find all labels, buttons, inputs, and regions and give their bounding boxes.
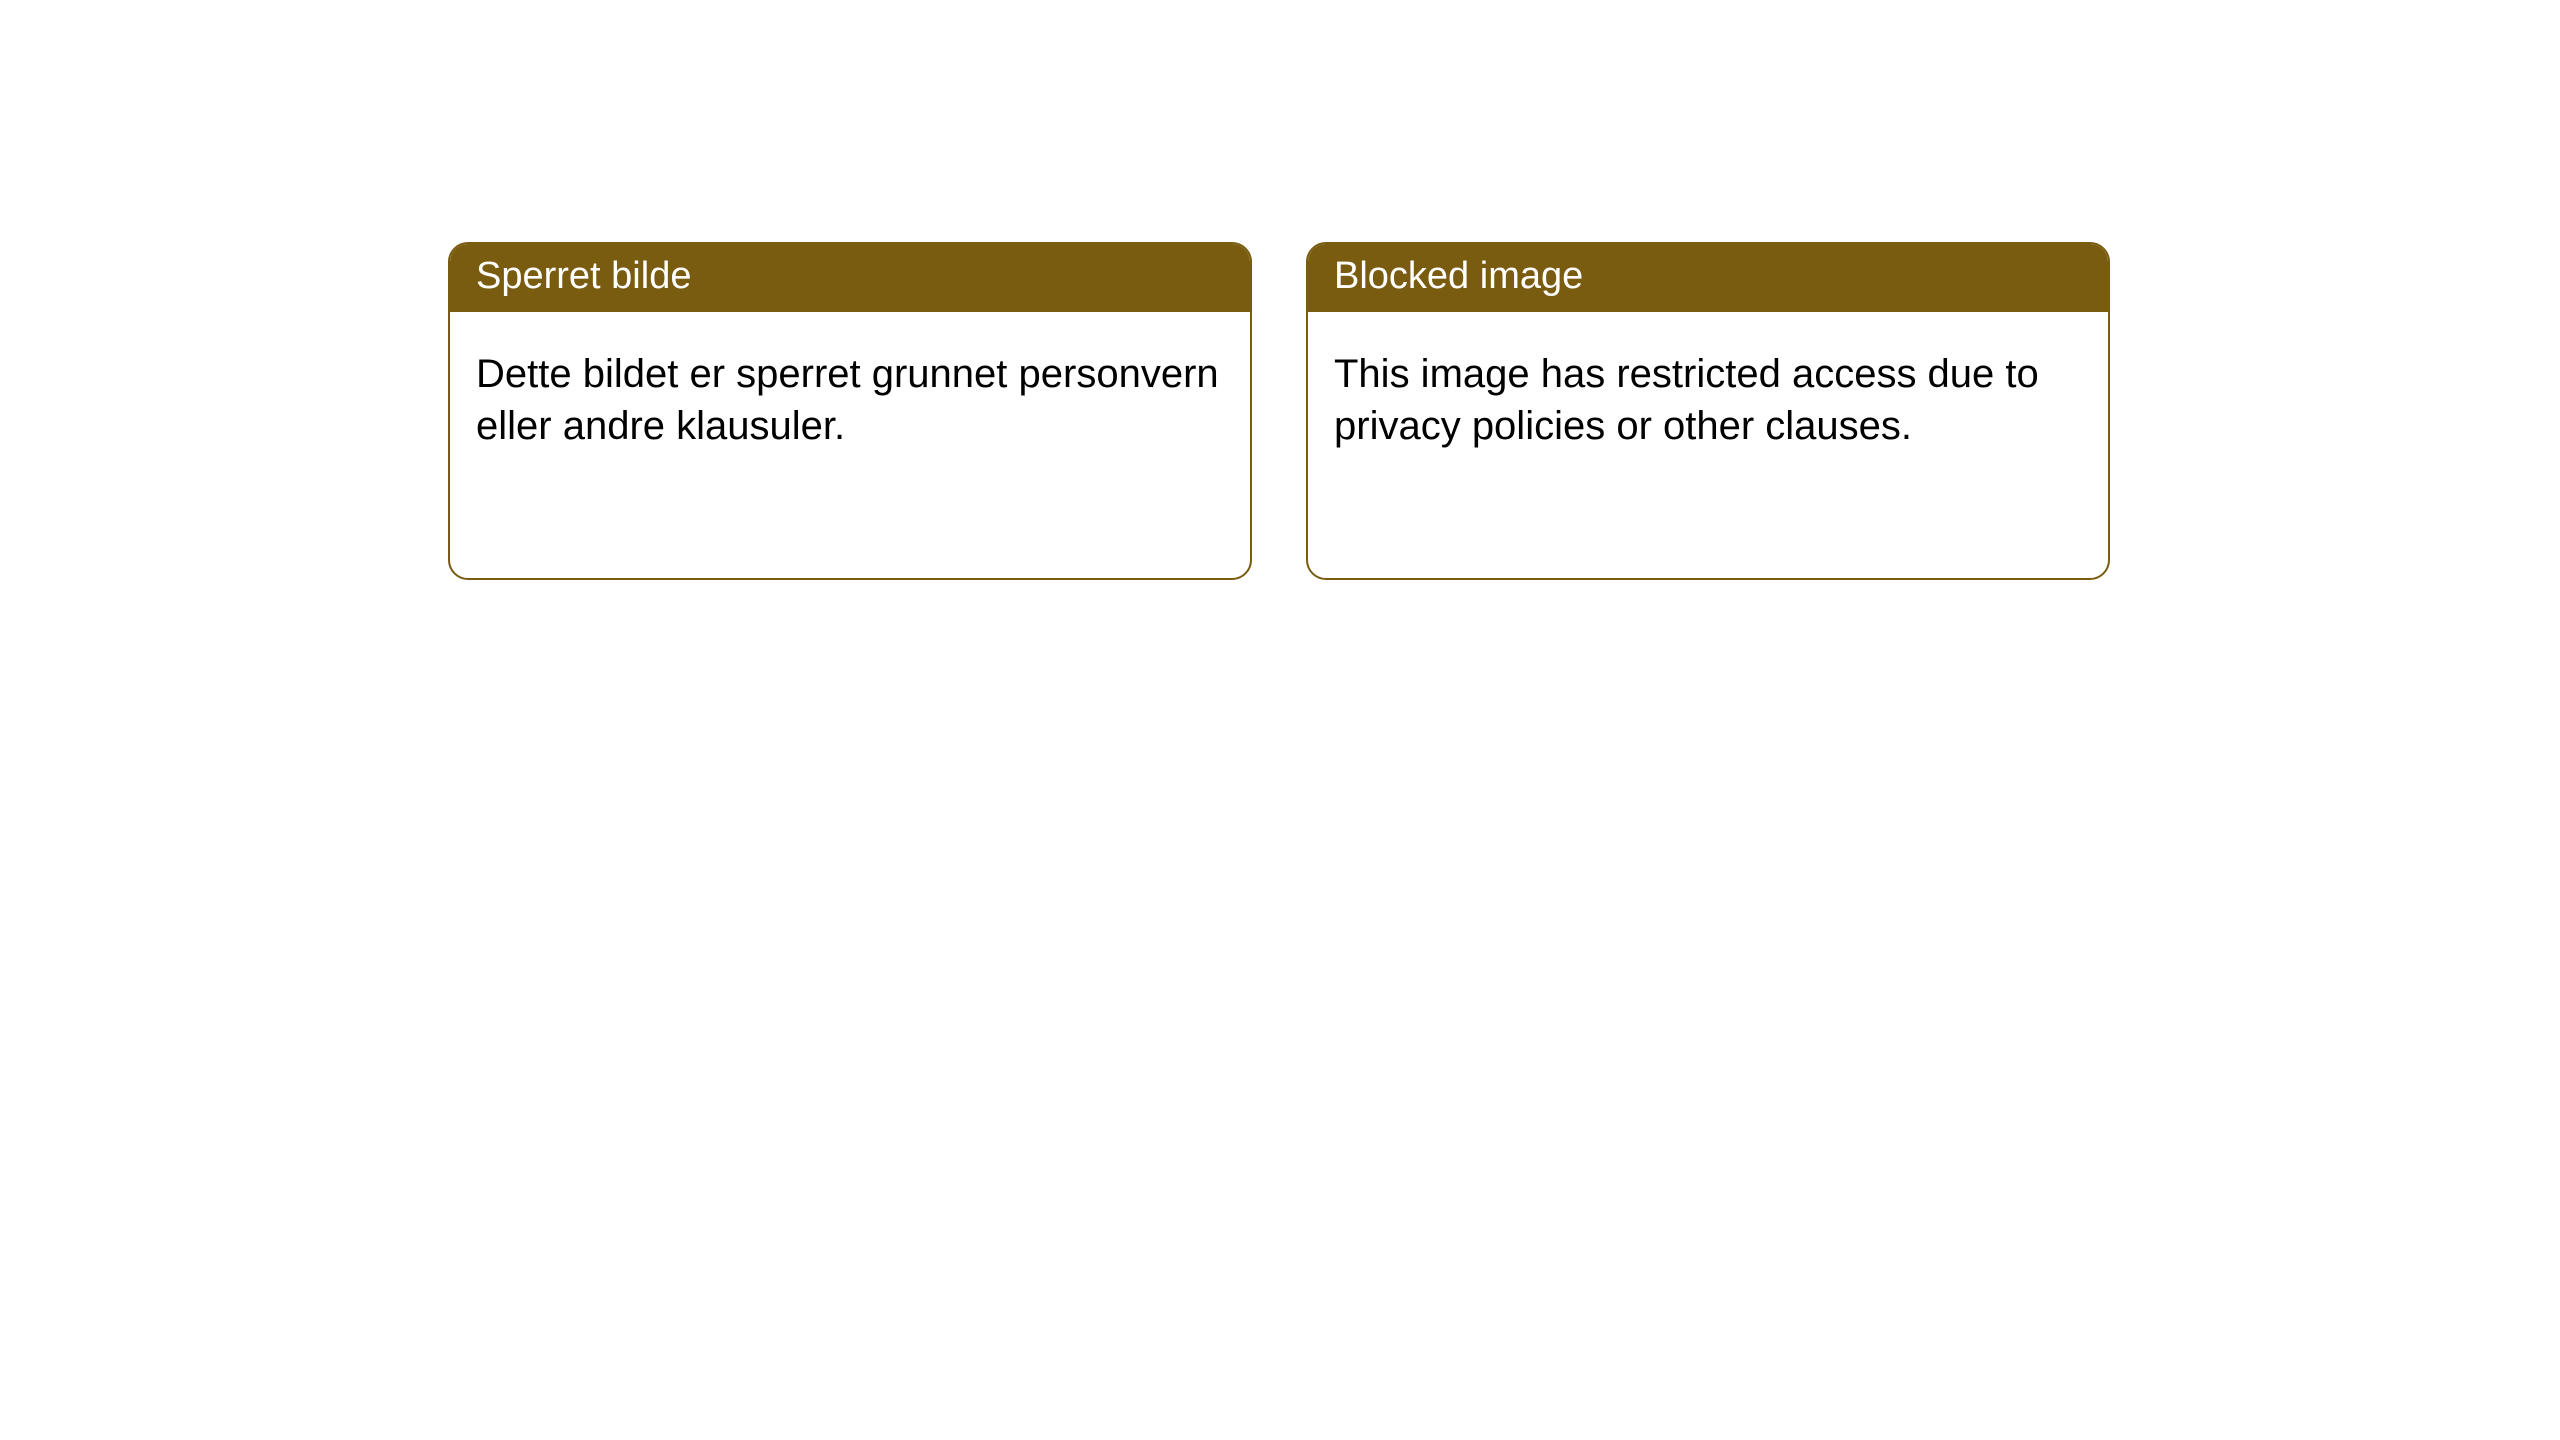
notice-body: Dette bildet er sperret grunnet personve… [450, 312, 1250, 478]
notice-body: This image has restricted access due to … [1308, 312, 2108, 478]
notice-header: Blocked image [1308, 244, 2108, 312]
notice-card-norwegian: Sperret bilde Dette bildet er sperret gr… [448, 242, 1252, 580]
notice-header: Sperret bilde [450, 244, 1250, 312]
notice-card-english: Blocked image This image has restricted … [1306, 242, 2110, 580]
notice-container: Sperret bilde Dette bildet er sperret gr… [0, 0, 2560, 580]
